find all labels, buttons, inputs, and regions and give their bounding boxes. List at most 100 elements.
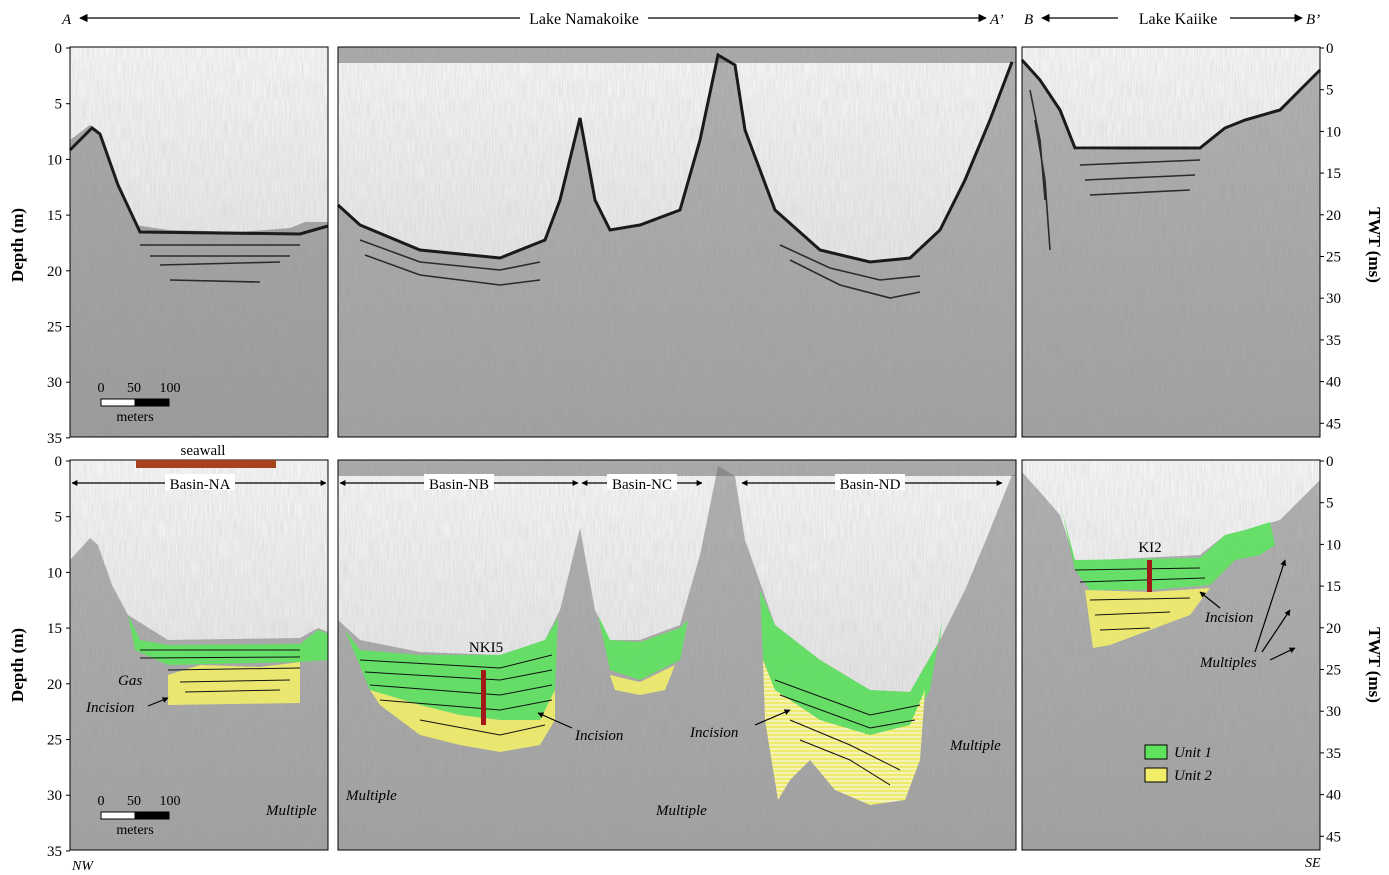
axis-label-depth-bottom: Depth (m): [8, 628, 27, 702]
depth-tick-label: 20: [47, 264, 62, 280]
twt-ticks-top: 0 5 10 15 20 25 30 35 40 45: [1320, 41, 1341, 432]
unit2-fill-nc: [610, 665, 675, 695]
twt-tick-label: 20: [1326, 621, 1341, 637]
depth-tick-label: 0: [55, 454, 63, 470]
unit1-fill-kaiike: [1062, 510, 1275, 590]
seawall-bar: [136, 460, 276, 468]
twt-tick-label: 40: [1326, 788, 1341, 804]
twt-tick-label: 5: [1326, 496, 1334, 512]
label-core-nki5: NKI5: [469, 640, 503, 656]
twt-tick-label: 45: [1326, 829, 1341, 845]
depth-tick-label: 10: [47, 565, 62, 581]
svg-text:100: 100: [160, 381, 181, 396]
panel-top-kaiike: [1020, 46, 1322, 438]
twt-tick-label: 0: [1326, 41, 1334, 57]
annotation-multiple-nb: Multiple: [345, 788, 397, 804]
scale-bar-top: 0 50 100 meters: [98, 381, 181, 425]
twt-tick-label: 20: [1326, 208, 1341, 224]
svg-text:50: 50: [127, 381, 141, 396]
annotation-multiple-nd: Multiple: [949, 738, 1001, 754]
label-a-prime: A’: [989, 12, 1004, 28]
svg-text:meters: meters: [116, 823, 153, 838]
right-axis: TWT (ms) TWT (ms) 0 5 10 15 20 25 30 35 40 45 0 5 1…: [1320, 41, 1384, 845]
unit1-fill-nc: [598, 615, 688, 680]
depth-tick-label: 15: [47, 621, 62, 637]
title-namakoike: Lake Namakoike: [529, 11, 639, 28]
depth-tick-label: 20: [47, 677, 62, 693]
top-panels: 0 50 100 meters: [68, 46, 1322, 438]
left-axis: Depth (m) Depth (m) 0 5 10 15 20 25 30 35 0 5 10 1…: [8, 41, 70, 860]
label-b: B: [1024, 12, 1033, 28]
core-ki2: [1147, 560, 1152, 592]
depth-tick-label: 25: [47, 733, 62, 749]
header: A Lake Namakoike A’ B Lake Kaiike B’: [61, 11, 1320, 28]
label-b-prime: B’: [1306, 12, 1320, 28]
scale-bar-bottom: 0 50 100 meters: [98, 794, 181, 838]
unit2-fill-kaiike: [1085, 588, 1210, 648]
depth-tick-label: 10: [47, 152, 62, 168]
panel-top-na: [68, 46, 329, 438]
depth-tick-label: 25: [47, 320, 62, 336]
panel-bottom-na: Gas Incision Multiple Basin-NA: [69, 459, 329, 851]
twt-tick-label: 25: [1326, 250, 1341, 266]
panel-top-nb-nd: [336, 46, 1017, 438]
depth-tick-label: 30: [47, 375, 62, 391]
twt-tick-label: 0: [1326, 454, 1334, 470]
legend: Unit 1 Unit 2: [1144, 744, 1212, 784]
title-kaiike: Lake Kaiike: [1139, 11, 1218, 28]
panel-bottom-nb-nd: NKI5 Basin-NB Basin-NC Basin-ND Incision…: [337, 459, 1017, 851]
twt-tick-label: 30: [1326, 291, 1341, 307]
svg-text:0: 0: [98, 381, 105, 396]
unit2-fill-nd: [763, 660, 925, 805]
twt-tick-label: 15: [1326, 166, 1341, 182]
core-nki5: [481, 670, 486, 725]
label-basin-nc: Basin-NC: [612, 477, 672, 493]
depth-tick-label: 30: [47, 788, 62, 804]
legend-label-unit2: Unit 2: [1174, 768, 1212, 784]
twt-tick-label: 5: [1326, 83, 1334, 99]
legend-label-unit1: Unit 1: [1174, 745, 1212, 761]
label-core-ki2: KI2: [1138, 540, 1161, 556]
depth-tick-label: 5: [55, 510, 63, 526]
twt-tick-label: 35: [1326, 333, 1341, 349]
seawall: seawall: [136, 443, 276, 468]
twt-tick-label: 30: [1326, 704, 1341, 720]
annotation-multiple-na: Multiple: [265, 803, 317, 819]
label-seawall: seawall: [181, 443, 226, 459]
depth-tick-label: 35: [47, 431, 62, 447]
bottom-panels: Gas Incision Multiple Basin-NA seawall: [69, 443, 1321, 851]
axis-label-depth-top: Depth (m): [8, 208, 27, 282]
depth-ticks-top: 0 5 10 15 20 25 30 35: [47, 41, 70, 447]
svg-text:50: 50: [127, 794, 141, 809]
panel-bottom-kaiike: KI2 Incision Multiples Unit 1 Unit 2: [1021, 459, 1321, 851]
legend-swatch-unit2: [1144, 767, 1168, 783]
twt-tick-label: 25: [1326, 663, 1341, 679]
unit2-fill-nb: [370, 690, 555, 752]
label-basin-na: Basin-NA: [170, 477, 231, 493]
label-a: A: [61, 12, 72, 28]
twt-tick-label: 15: [1326, 579, 1341, 595]
twt-tick-label: 35: [1326, 746, 1341, 762]
axis-label-twt-bottom: TWT (ms): [1365, 627, 1384, 703]
unit2-fill-na: [168, 662, 300, 705]
twt-tick-label: 10: [1326, 537, 1341, 553]
annotation-incision-nb: Incision: [574, 728, 623, 744]
orientation-nw: NW: [71, 859, 94, 874]
depth-tick-label: 5: [55, 97, 63, 113]
twt-tick-label: 10: [1326, 124, 1341, 140]
depth-tick-label: 35: [47, 844, 62, 860]
label-basin-nd: Basin-ND: [840, 477, 901, 493]
svg-text:0: 0: [98, 794, 105, 809]
annotation-multiples-kaiike: Multiples: [1199, 655, 1257, 671]
annotation-incision-kaiike: Incision: [1204, 610, 1253, 626]
svg-text:meters: meters: [116, 410, 153, 425]
annotation-incision-na: Incision: [85, 700, 134, 716]
annotation-multiple-nc: Multiple: [655, 803, 707, 819]
axis-label-twt-top: TWT (ms): [1365, 207, 1384, 283]
svg-text:100: 100: [160, 794, 181, 809]
label-basin-nb: Basin-NB: [429, 477, 489, 493]
orientation-se: SE: [1305, 856, 1321, 871]
unit1-fill-nd: [760, 590, 942, 735]
twt-tick-label: 40: [1326, 375, 1341, 391]
